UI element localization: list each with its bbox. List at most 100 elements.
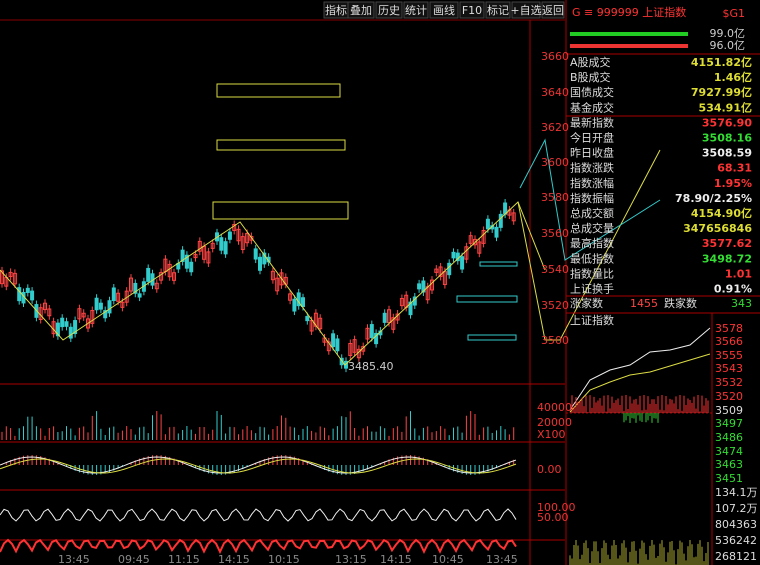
y-tick-label: 0.00 (537, 463, 562, 476)
bar-label: 96.0亿 (710, 39, 746, 52)
candle (107, 300, 112, 314)
mini-title: 上证指数 (570, 313, 614, 327)
y-tick-label: 3520 (541, 299, 569, 312)
candle (111, 287, 116, 301)
toolbar-label[interactable]: 指标 (325, 3, 347, 17)
toolbar-button[interactable] (541, 1, 565, 19)
candle (369, 324, 374, 339)
row-value: 1.01 (725, 267, 752, 280)
toolbar-button[interactable] (485, 1, 511, 19)
y-tick-label: X100 (537, 428, 566, 441)
row-value: 3577.62 (702, 237, 752, 250)
candle (86, 318, 90, 329)
y-tick-label: 3486 (715, 431, 743, 444)
y-tick-label: 3509 (715, 404, 743, 417)
trend-arrow (519, 138, 661, 261)
candle (73, 320, 78, 335)
low-label: 3485.40 (348, 360, 394, 373)
candle (305, 316, 310, 322)
candle (494, 226, 499, 238)
y-tick-label: 268121 (715, 550, 757, 563)
toolbar-label[interactable]: 画线 (433, 3, 455, 17)
panel-tag: $G1 (722, 7, 745, 20)
candle (81, 312, 86, 318)
row-value: 3508.16 (702, 132, 752, 145)
candle (348, 343, 353, 356)
candle (460, 256, 465, 270)
toolbar-button[interactable] (429, 1, 459, 19)
toolbar-button[interactable] (347, 1, 375, 19)
toolbar-label[interactable]: 返回 (542, 4, 564, 17)
candle (159, 272, 164, 281)
candle (219, 237, 224, 251)
candle (94, 297, 99, 311)
x-tick-label: 14:15 (218, 553, 250, 565)
y-tick-label: 3555 (715, 349, 743, 362)
candle (313, 312, 318, 327)
candle (184, 254, 189, 269)
y-tick-label: 3566 (715, 335, 743, 348)
row-label: A股成交 (570, 55, 611, 69)
candle (227, 231, 232, 240)
y-tick-label: 3580 (541, 191, 569, 204)
y-tick-label: 3463 (715, 458, 743, 471)
candle (421, 280, 426, 293)
candle (60, 317, 65, 328)
row-label: 最高指数 (570, 236, 614, 250)
row-value: 347656846 (683, 222, 752, 235)
candle (249, 236, 254, 241)
row-label: 指数涨幅 (570, 176, 614, 190)
toolbar-label[interactable]: +自选 (510, 4, 541, 17)
row-label: 指数量比 (570, 266, 614, 280)
kdj-line (0, 508, 517, 522)
y-tick-label: 536242 (715, 534, 757, 547)
up-label: 涨家数 (570, 296, 603, 310)
candle (335, 338, 340, 352)
x-tick-label: 09:45 (118, 553, 150, 565)
y-tick-label: 20000 (537, 416, 572, 429)
zigzag (517, 149, 661, 341)
candle (17, 287, 22, 302)
candle (408, 301, 413, 316)
candle (387, 309, 391, 324)
candle (477, 241, 482, 254)
candle (137, 293, 142, 298)
zigzag (0, 201, 546, 366)
toolbar-label[interactable]: 叠加 (350, 4, 372, 17)
up-count: 1455 (630, 297, 658, 310)
toolbar-label[interactable]: 历史 (378, 4, 400, 17)
candle (55, 322, 60, 337)
toolbar-label[interactable]: F10 (462, 4, 482, 17)
row-label: 总成交量 (570, 221, 614, 235)
candle (447, 262, 452, 276)
candle (279, 272, 284, 286)
candle (258, 256, 262, 271)
y-tick-label: 3578 (715, 322, 743, 335)
row-label: 上证换手 (570, 282, 614, 296)
toolbar-button[interactable] (459, 1, 485, 19)
candle (210, 242, 215, 249)
row-value: 78.90/2.25% (675, 192, 752, 205)
candle (322, 337, 327, 343)
toolbar-label[interactable]: 统计 (405, 4, 427, 17)
candle (309, 320, 314, 332)
toolbar-button[interactable] (511, 1, 541, 19)
toolbar-button[interactable] (375, 1, 403, 19)
panel-code: G ≡ 999999 上证指数 (572, 5, 686, 19)
candle (68, 326, 73, 339)
row-label: 指数振幅 (570, 191, 614, 205)
toolbar-label[interactable]: 标记 (487, 3, 509, 17)
y-tick-label: 3620 (541, 121, 569, 134)
mini-price (569, 327, 711, 411)
row-value: 3508.59 (702, 147, 752, 160)
y-tick-label: 50.00 (537, 511, 569, 524)
candle (417, 283, 422, 290)
y-tick-label: 3497 (715, 417, 743, 430)
candle (301, 297, 305, 308)
x-tick-label: 10:15 (268, 553, 300, 565)
row-label: 基金成交 (570, 100, 614, 114)
toolbar-button[interactable] (403, 1, 429, 19)
candle (326, 341, 331, 352)
buy-bar (570, 32, 688, 36)
